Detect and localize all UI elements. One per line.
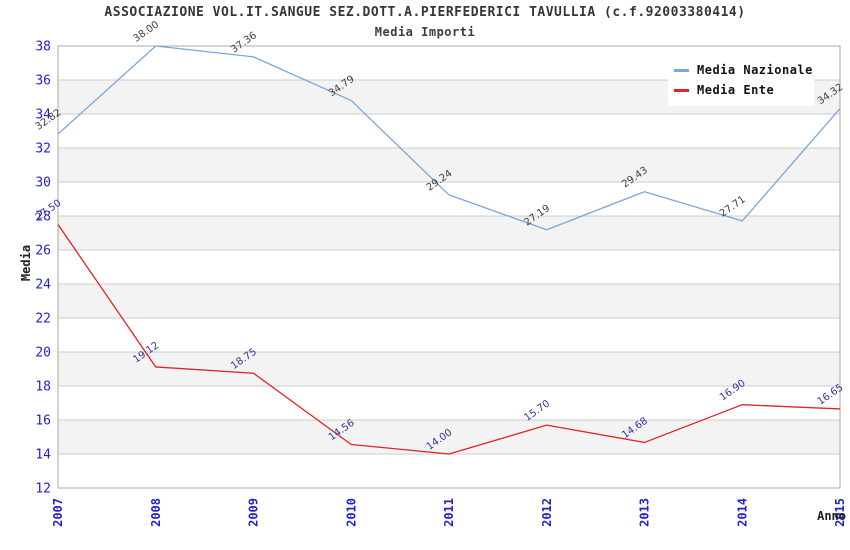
plot-band [58,182,840,216]
plot-band [58,216,840,250]
plot-band [58,284,840,318]
y-tick-label: 14 [35,448,51,463]
y-tick-label: 22 [35,312,51,327]
y-tick-label: 30 [35,176,51,191]
chart-title: ASSOCIAZIONE VOL.IT.SANGUE SEZ.DOTT.A.PI… [104,5,746,20]
y-tick-label: 38 [35,40,51,55]
legend-label: Media Ente [697,83,775,97]
plot-border [57,45,841,489]
series-line-1 [57,224,841,455]
plot-band [58,454,840,488]
x-tick-label: 2007 [51,498,65,527]
x-tick-label: 2010 [344,498,358,527]
x-tick-label: 2012 [540,498,554,527]
plot-band [58,250,840,284]
legend-label: Media Nazionale [697,63,813,77]
x-tick-label: 2008 [149,498,163,527]
y-tick-label: 32 [35,142,51,157]
x-tick-label: 2009 [247,498,261,527]
x-tick-label: 2014 [735,498,749,527]
data-label: 38.00 [131,19,161,44]
legend-entry-media-ente: Media Ente [674,80,808,100]
y-tick-label: 20 [35,346,51,361]
y-tick-label: 34 [35,108,51,123]
y-tick-label: 28 [35,210,51,225]
x-tick-label: 2013 [638,498,652,527]
plot-band [58,352,840,386]
plot-band [58,148,840,182]
x-tick-label: 2015 [833,498,847,527]
series-line-0 [57,45,841,231]
plot-band [58,420,840,454]
x-axis-title: Anno [817,509,846,523]
chart-subtitle: Media Importi [374,25,476,39]
y-tick-label: 12 [35,482,51,497]
legend-line-marker [674,88,689,92]
legend-entry-media-nazionale: Media Nazionale [674,60,812,80]
y-tick-label: 18 [35,380,51,395]
x-tick-label: 2011 [442,498,456,527]
plot-band [58,318,840,352]
legend-line-marker [674,68,689,72]
y-tick-label: 24 [35,278,51,293]
y-tick-label: 26 [35,244,51,259]
y-tick-label: 16 [35,414,51,429]
y-axis-title: Media [19,244,33,282]
legend: Media Nazionale Media Ente [668,56,814,106]
plot-band [58,386,840,420]
y-tick-label: 36 [35,74,51,89]
plot-band [58,114,840,148]
